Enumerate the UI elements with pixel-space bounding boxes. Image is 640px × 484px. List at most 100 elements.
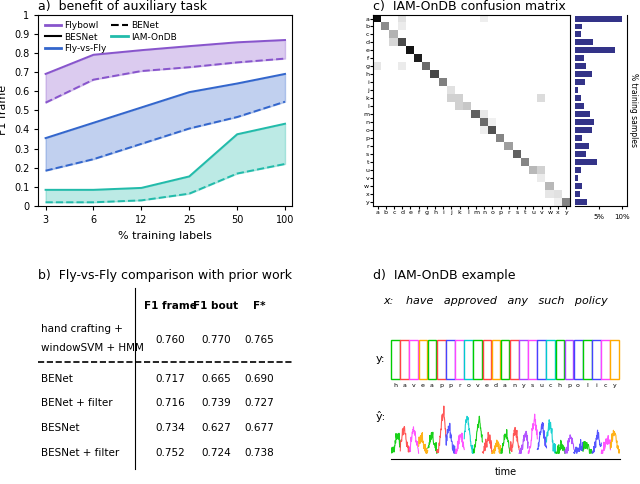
Text: p: p <box>439 383 443 388</box>
Y-axis label: F1 frame: F1 frame <box>0 85 8 136</box>
Bar <box>501 340 509 378</box>
Text: i: i <box>595 383 597 388</box>
Text: 0.627: 0.627 <box>201 424 231 433</box>
Bar <box>428 340 436 378</box>
Bar <box>419 340 428 378</box>
Text: 0.770: 0.770 <box>201 335 231 345</box>
Bar <box>575 135 582 141</box>
Text: F1 bout: F1 bout <box>193 301 239 311</box>
Text: b)  Fly-vs-Fly comparison with prior work: b) Fly-vs-Fly comparison with prior work <box>38 269 292 282</box>
Bar <box>575 103 584 109</box>
Bar <box>575 127 592 133</box>
Text: p: p <box>448 383 452 388</box>
Text: windowSVM + HMM: windowSVM + HMM <box>41 343 144 353</box>
Bar <box>437 340 445 378</box>
Text: 0.765: 0.765 <box>244 335 274 345</box>
Bar <box>519 340 528 378</box>
Bar <box>575 31 581 37</box>
Bar <box>575 87 578 93</box>
Text: c: c <box>604 383 607 388</box>
Bar <box>575 15 621 21</box>
Text: e: e <box>420 383 424 388</box>
Bar <box>575 95 581 101</box>
Text: y: y <box>522 383 525 388</box>
Text: BENet + filter: BENet + filter <box>41 398 113 408</box>
Text: 0.760: 0.760 <box>156 335 185 345</box>
Text: c: c <box>549 383 552 388</box>
Text: a: a <box>503 383 507 388</box>
Bar <box>575 159 596 165</box>
Bar <box>575 183 582 189</box>
Text: p: p <box>567 383 571 388</box>
Text: 0.724: 0.724 <box>201 448 231 458</box>
Text: d: d <box>494 383 498 388</box>
Bar <box>547 340 555 378</box>
Text: e: e <box>484 383 488 388</box>
Text: s: s <box>531 383 534 388</box>
Text: 0.752: 0.752 <box>156 448 185 458</box>
Bar <box>391 340 400 378</box>
Bar <box>575 199 587 205</box>
Bar <box>575 167 581 173</box>
Bar <box>575 111 589 117</box>
Text: 0.677: 0.677 <box>244 424 274 433</box>
Bar <box>446 340 454 378</box>
Text: BESNet + filter: BESNet + filter <box>41 448 119 458</box>
Bar <box>574 340 582 378</box>
Bar <box>455 340 464 378</box>
Text: 0.738: 0.738 <box>244 448 274 458</box>
Bar <box>483 340 492 378</box>
Text: a)  benefit of auxiliary task: a) benefit of auxiliary task <box>38 0 207 14</box>
Bar <box>510 340 518 378</box>
Bar <box>528 340 537 378</box>
Text: 0.665: 0.665 <box>201 374 231 383</box>
Y-axis label: % training samples: % training samples <box>629 73 638 147</box>
Text: BENet: BENet <box>41 374 73 383</box>
Text: ŷ:: ŷ: <box>376 411 386 423</box>
Text: c)  IAM-OnDB confusion matrix: c) IAM-OnDB confusion matrix <box>373 0 566 14</box>
Text: 0.739: 0.739 <box>201 398 231 408</box>
Bar <box>575 191 580 197</box>
Text: y: y <box>612 383 616 388</box>
Text: u: u <box>540 383 543 388</box>
Bar <box>583 340 592 378</box>
Text: 0.734: 0.734 <box>156 424 185 433</box>
Bar <box>575 119 594 125</box>
Bar <box>410 340 418 378</box>
Bar <box>538 340 546 378</box>
Text: h: h <box>394 383 397 388</box>
Legend: Flybowl, BESNet, Fly-vs-Fly, BENet, IAM-OnDB: Flybowl, BESNet, Fly-vs-Fly, BENet, IAM-… <box>43 19 179 55</box>
Text: r: r <box>458 383 461 388</box>
Bar <box>602 340 610 378</box>
Bar <box>575 151 586 157</box>
Text: v: v <box>412 383 415 388</box>
Text: a: a <box>430 383 434 388</box>
Text: x:: x: <box>383 296 394 306</box>
Bar <box>556 340 564 378</box>
Bar <box>474 340 482 378</box>
Bar <box>575 63 586 69</box>
Text: d)  IAM-OnDB example: d) IAM-OnDB example <box>373 269 516 282</box>
Bar <box>575 40 593 45</box>
Text: h: h <box>557 383 562 388</box>
Text: F*: F* <box>253 301 266 311</box>
Bar <box>575 24 582 30</box>
Text: hand crafting +: hand crafting + <box>41 324 123 333</box>
Bar <box>592 340 601 378</box>
Text: 0.690: 0.690 <box>244 374 274 383</box>
Bar <box>575 79 585 85</box>
Text: BESNet: BESNet <box>41 424 79 433</box>
Text: 0.727: 0.727 <box>244 398 274 408</box>
Bar <box>611 340 619 378</box>
X-axis label: % training labels: % training labels <box>118 231 212 241</box>
Bar <box>575 175 578 181</box>
Bar <box>564 340 573 378</box>
Text: a: a <box>403 383 406 388</box>
Text: F1 frame: F1 frame <box>144 301 197 311</box>
Text: y:: y: <box>376 354 385 364</box>
Text: 0.717: 0.717 <box>156 374 185 383</box>
Text: 0.716: 0.716 <box>156 398 185 408</box>
Bar <box>575 56 584 61</box>
Text: v: v <box>476 383 479 388</box>
Bar <box>464 340 473 378</box>
